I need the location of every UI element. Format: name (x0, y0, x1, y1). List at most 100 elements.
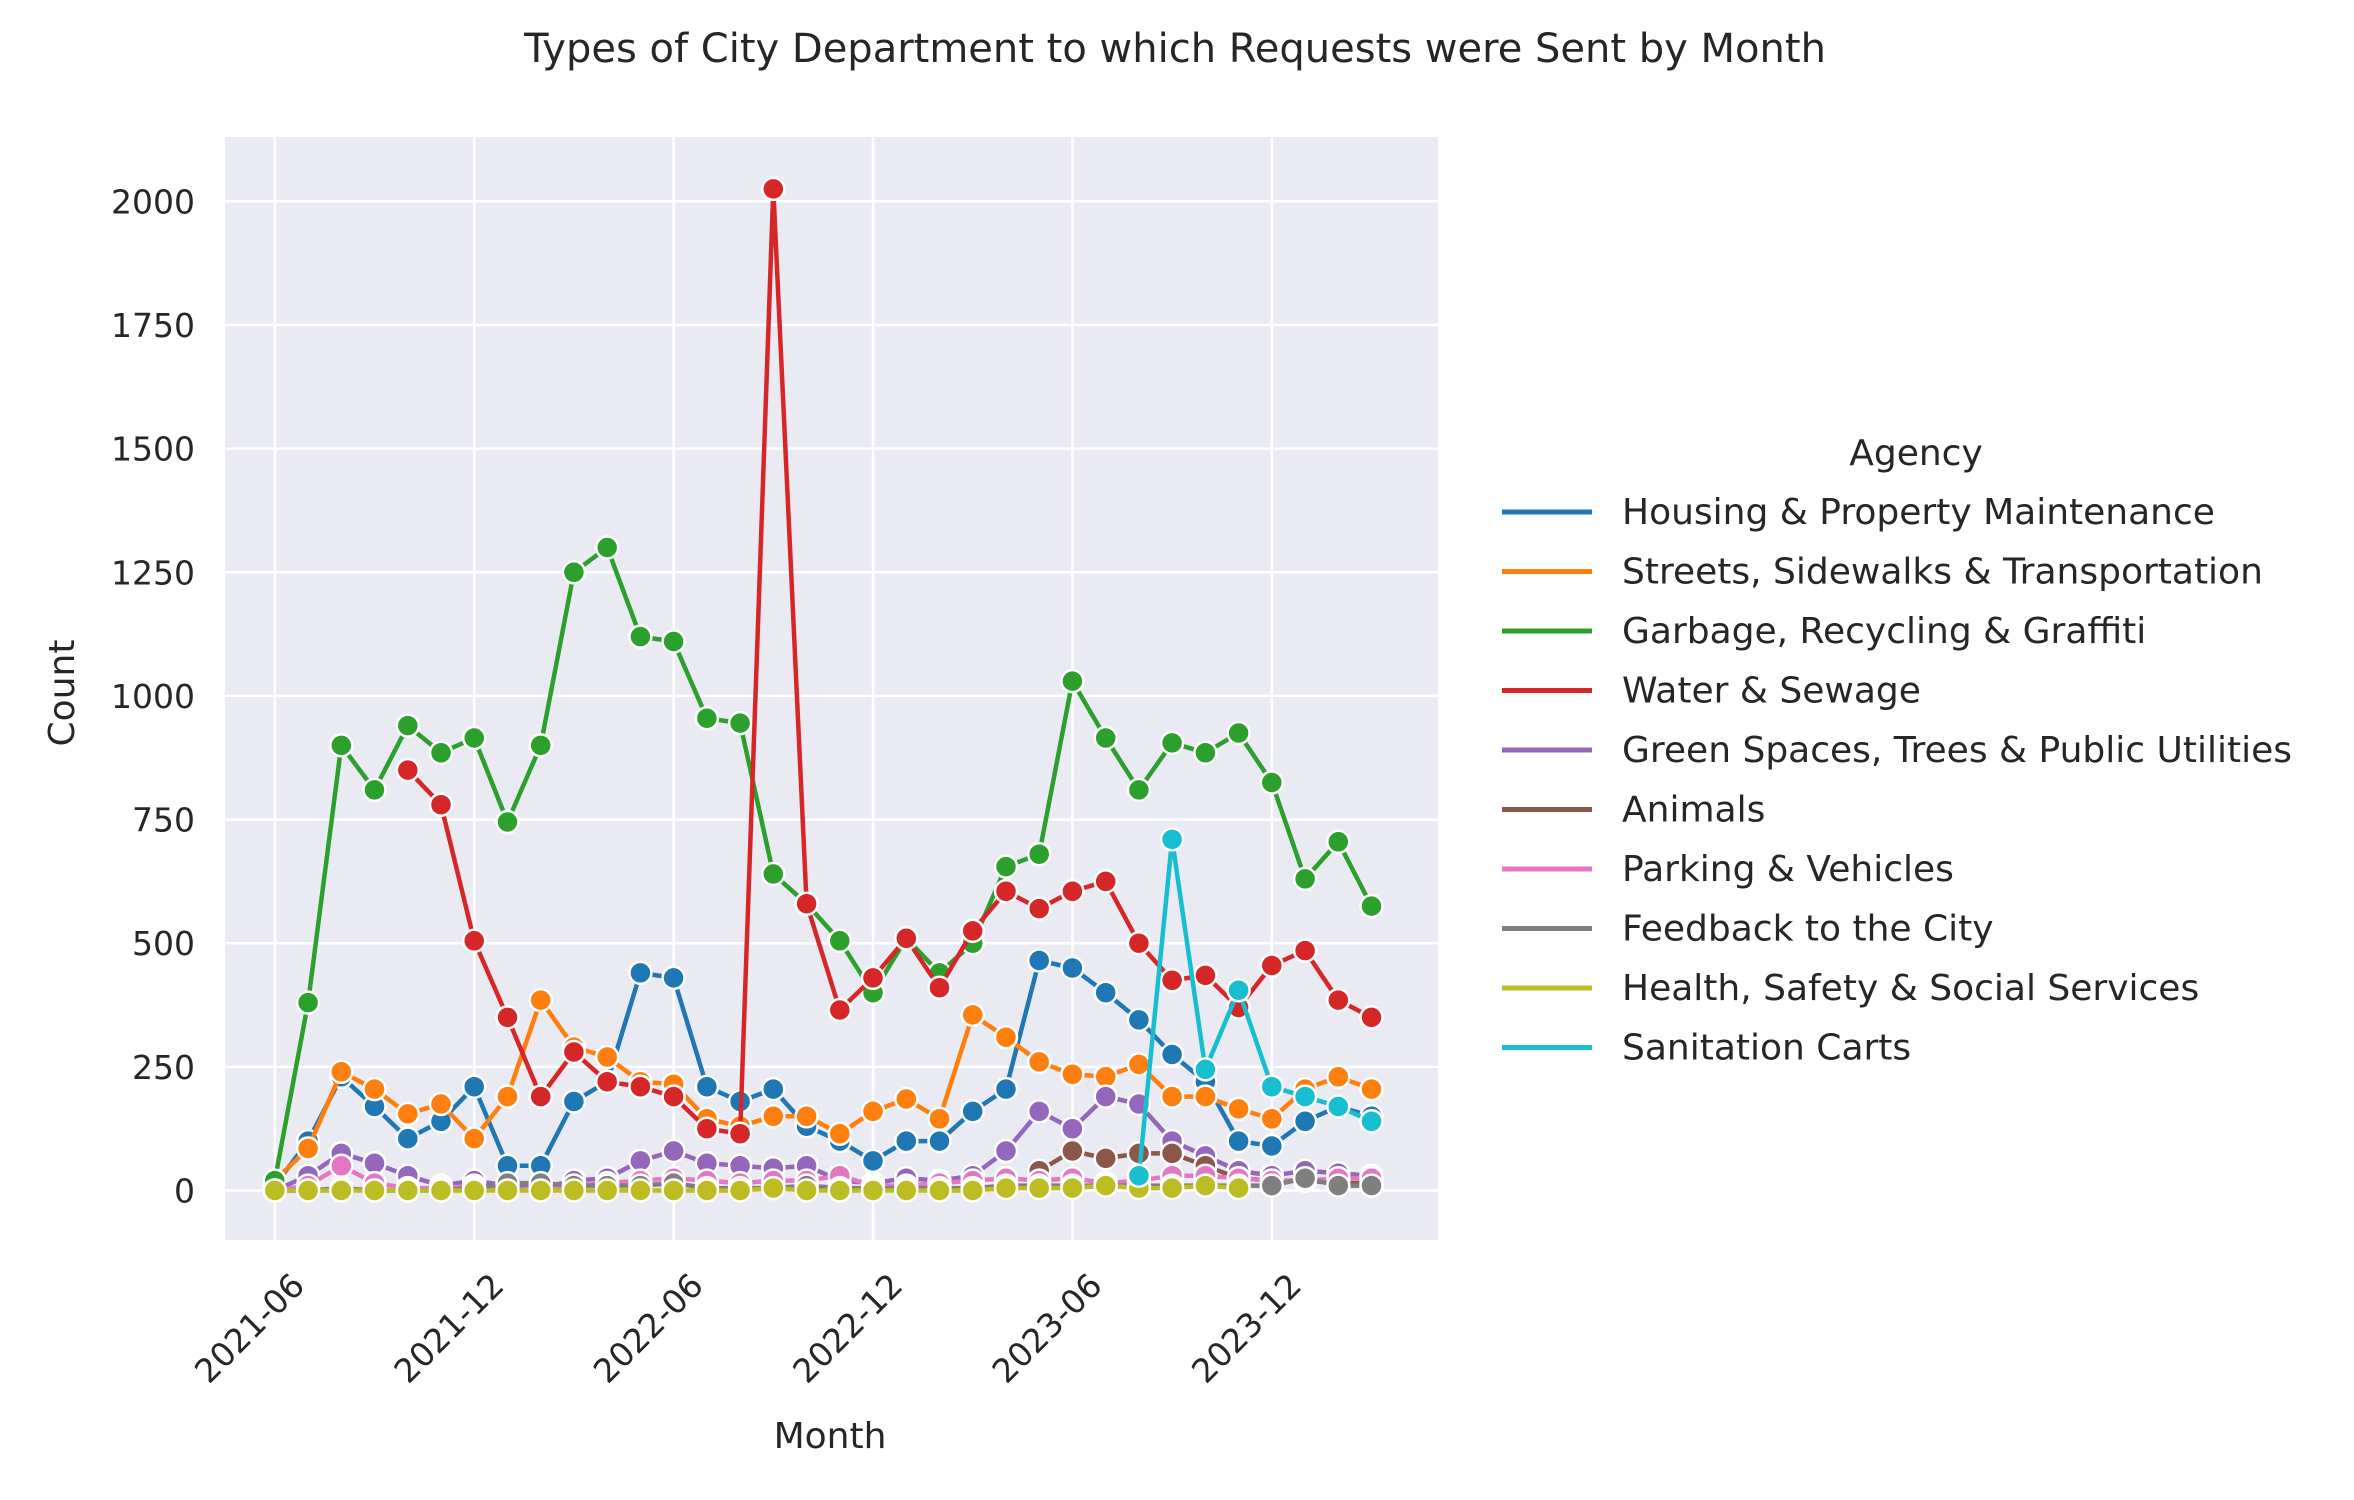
data-point (1060, 1138, 1085, 1164)
data-point (594, 1178, 620, 1203)
y-tick-label: 250 (132, 1048, 195, 1087)
data-point (1126, 1163, 1152, 1188)
data-point (993, 1024, 1019, 1050)
data-point (827, 1178, 853, 1203)
data-point (1159, 968, 1185, 993)
data-point (761, 1104, 786, 1129)
data-point (461, 725, 487, 751)
x-axis-label: Month (774, 1416, 887, 1457)
data-point (661, 965, 686, 991)
data-point (993, 1175, 1019, 1201)
data-point (1292, 866, 1318, 892)
legend-item: Streets, Sidewalks & Transportation (1502, 552, 2263, 593)
data-point (927, 1106, 952, 1132)
y-tick-label: 0 (174, 1172, 195, 1211)
data-point (1126, 1007, 1152, 1033)
data-point (561, 560, 587, 585)
y-tick-label: 500 (132, 924, 195, 963)
data-point (1193, 1057, 1218, 1082)
data-point (1026, 1049, 1052, 1075)
data-point (1259, 953, 1285, 978)
y-tick-label: 1500 (111, 430, 195, 469)
series-line (272, 958, 1373, 1187)
data-point (1060, 955, 1085, 981)
data-point (329, 733, 354, 758)
x-tick-label: 2023-12 (1184, 1266, 1309, 1391)
data-point (894, 1178, 919, 1203)
legend-title: Agency (1849, 433, 1983, 474)
x-tick-label: 2021-06 (187, 1266, 312, 1391)
data-point (528, 987, 553, 1013)
data-point (860, 1148, 886, 1174)
legend-item: Housing & Property Maintenance (1502, 492, 2215, 533)
data-point (362, 1178, 387, 1203)
data-point (1093, 1173, 1118, 1198)
data-point (1193, 740, 1218, 766)
data-point (1359, 1173, 1384, 1198)
data-point (329, 1153, 354, 1179)
data-point (1093, 869, 1118, 894)
legend-item: Water & Sewage (1502, 671, 1921, 712)
legend-item: Health, Safety & Social Services (1502, 968, 2199, 1009)
data-point (1326, 1094, 1351, 1119)
data-point (262, 1178, 288, 1203)
data-point (1026, 1099, 1052, 1124)
data-point (661, 1138, 686, 1164)
data-point (428, 1091, 454, 1117)
legend-label: Green Spaces, Trees & Public Utilities (1622, 730, 2292, 771)
series-8 (262, 1173, 1251, 1203)
data-point (1026, 1175, 1052, 1201)
data-point (927, 975, 952, 1000)
data-point (1326, 1173, 1351, 1198)
data-point (628, 960, 653, 986)
data-point (1093, 980, 1118, 1005)
data-point (461, 928, 487, 954)
data-point (794, 891, 819, 916)
data-point (1226, 977, 1251, 1003)
series-3 (395, 176, 1384, 1146)
data-point (561, 1178, 587, 1203)
data-point (1026, 948, 1052, 973)
data-point (894, 1086, 919, 1112)
legend: Agency Housing & Property Maintenance Str… (1502, 433, 2292, 1069)
data-point (1159, 1175, 1185, 1201)
data-point (1159, 827, 1185, 852)
data-point (1159, 1042, 1185, 1067)
data-point (1226, 720, 1251, 746)
data-point (461, 1126, 487, 1151)
y-tick-label: 750 (132, 801, 195, 840)
data-point (295, 1178, 321, 1203)
data-point (1226, 1128, 1251, 1154)
data-point (395, 757, 421, 783)
data-point (1060, 879, 1085, 904)
legend-item: Sanitation Carts (1502, 1028, 1911, 1069)
data-point (727, 1121, 753, 1146)
data-point (461, 1178, 487, 1203)
data-point (1159, 1084, 1185, 1109)
data-point (1359, 893, 1384, 919)
legend-label: Streets, Sidewalks & Transportation (1622, 552, 2263, 593)
data-point (960, 1178, 985, 1203)
data-point (727, 1178, 753, 1203)
data-point (528, 1084, 553, 1109)
legend-label: Health, Safety & Social Services (1622, 968, 2199, 1009)
series-line (272, 545, 1374, 1182)
data-point (761, 1175, 786, 1201)
data-point (495, 1178, 520, 1203)
data-point (594, 535, 620, 560)
x-tick-label: 2022-12 (785, 1266, 910, 1391)
data-point (495, 809, 520, 835)
data-point (362, 777, 387, 803)
y-tick-label: 1250 (111, 553, 195, 592)
data-point (1359, 1005, 1384, 1030)
data-point (761, 1076, 786, 1102)
data-point (661, 629, 686, 654)
legend-label: Garbage, Recycling & Graffiti (1622, 611, 2146, 652)
series-9 (1126, 827, 1384, 1188)
data-point (1259, 1173, 1285, 1198)
data-point (1093, 725, 1118, 751)
y-tick-label: 1000 (111, 677, 195, 716)
legend-item: Green Spaces, Trees & Public Utilities (1502, 730, 2292, 771)
